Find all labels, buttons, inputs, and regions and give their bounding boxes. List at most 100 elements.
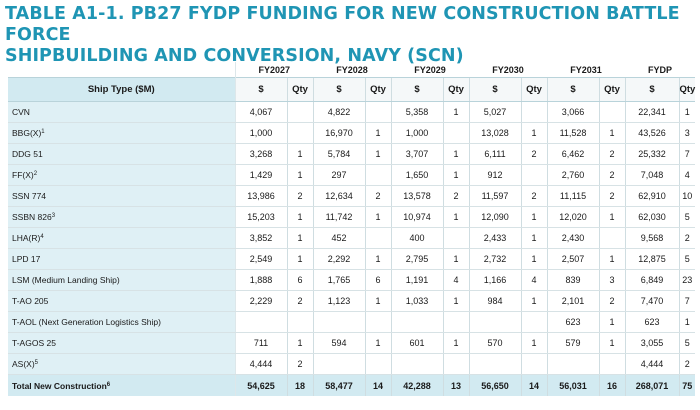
dollar-cell: 5,784	[312, 143, 365, 165]
qty-cell: 5	[678, 332, 696, 354]
qty-cell: 4	[442, 269, 469, 291]
dollar-cell: 623	[624, 311, 679, 333]
dollar-cell: 1,033	[390, 290, 443, 312]
dollar-cell: 1,888	[234, 269, 287, 291]
qty-cell: 1	[442, 332, 469, 354]
table-row: SSBN 8263 15,203 1 11,742 1 10,974 1 12,090 1 12,…	[8, 206, 696, 228]
dollar-cell: 5,358	[390, 101, 443, 123]
dollar-cell: 601	[390, 332, 443, 354]
dollar-cell: 2,795	[390, 248, 443, 270]
dollar-cell: 5,027	[468, 101, 521, 123]
table-row: LPD 17 2,549 1 2,292 1 2,795 1 2,732 1 2,507 1 12,8…	[8, 248, 696, 270]
dollar-cell: 11,742	[312, 206, 365, 228]
dollar-cell	[390, 311, 443, 333]
qty-cell: 18	[286, 374, 313, 396]
ship-type-cell: CVN	[8, 101, 236, 123]
qty-cell: 1	[286, 206, 313, 228]
qty-cell: 1	[364, 332, 391, 354]
dollar-cell: 400	[390, 227, 443, 249]
ship-name: LHA(R)	[12, 233, 41, 243]
qty-cell: 1	[442, 290, 469, 312]
qty-cell	[442, 227, 469, 249]
ship-name: BBG(X)	[12, 128, 42, 138]
dollar-cell: 15,203	[234, 206, 287, 228]
table-row: T-AGOS 25 711 1 594 1 601 1 570 1 579 1 3,055 5	[8, 332, 696, 354]
dollar-header: $	[234, 77, 287, 102]
dollar-cell	[468, 311, 521, 333]
qty-cell: 1	[286, 227, 313, 249]
qty-cell: 14	[520, 374, 547, 396]
dollar-cell	[468, 353, 521, 375]
qty-cell: 1	[678, 311, 696, 333]
year-header: FY2031	[570, 64, 602, 75]
qty-cell: 1	[364, 122, 391, 144]
dollar-cell: 268,071	[624, 374, 679, 396]
qty-cell	[364, 164, 391, 186]
dollar-cell: 3,055	[624, 332, 679, 354]
dollar-cell: 1,191	[390, 269, 443, 291]
qty-cell: 2	[678, 353, 696, 375]
dollar-cell: 54,625	[234, 374, 287, 396]
qty-cell: 2	[598, 164, 625, 186]
qty-cell: 1	[598, 311, 625, 333]
qty-cell: 1	[598, 248, 625, 270]
year-header: FY2028	[336, 64, 368, 75]
dollar-cell: 623	[546, 311, 599, 333]
dollar-cell: 6,111	[468, 143, 521, 165]
qty-cell	[442, 122, 469, 144]
ship-name: T-AOL (Next Generation Logistics Ship)	[12, 317, 161, 327]
table-row: DDG 51 3,268 1 5,784 1 3,707 1 6,111 2 6,462 2 25,3…	[8, 143, 696, 165]
qty-cell	[364, 227, 391, 249]
dollar-cell: 2,430	[546, 227, 599, 249]
dollar-cell: 56,650	[468, 374, 521, 396]
qty-cell: 2	[520, 185, 547, 207]
qty-cell: 2	[598, 143, 625, 165]
dollar-cell: 1,123	[312, 290, 365, 312]
ship-type-cell: T-AOL (Next Generation Logistics Ship)	[8, 311, 236, 333]
column-header-row: Ship Type ($M) $ Qty $ Qty $ Qty $ Qty $…	[8, 77, 695, 102]
qty-cell: 1	[520, 290, 547, 312]
dollar-cell: 6,849	[624, 269, 679, 291]
qty-cell: 1	[520, 227, 547, 249]
ship-name: T-AO 205	[12, 296, 49, 306]
ship-name: DDG 51	[12, 149, 43, 159]
dollar-cell: 12,875	[624, 248, 679, 270]
qty-cell: 1	[286, 332, 313, 354]
dollar-cell: 58,477	[312, 374, 365, 396]
dollar-cell: 62,910	[624, 185, 679, 207]
dollar-cell: 3,268	[234, 143, 287, 165]
funding-table: FY2027 FY2028 FY2029 FY2030 FY2031 FYDP …	[8, 62, 695, 396]
dollar-cell: 912	[468, 164, 521, 186]
table-row: T-AO 205 2,229 2 1,123 1 1,033 1 984 1 2,101 2 7,47…	[8, 290, 696, 312]
qty-cell: 75	[678, 374, 696, 396]
dollar-cell: 1,166	[468, 269, 521, 291]
dollar-cell: 43,526	[624, 122, 679, 144]
dollar-cell: 4,822	[312, 101, 365, 123]
ship-type-header: Ship Type ($M)	[8, 77, 236, 102]
dollar-cell: 22,341	[624, 101, 679, 123]
dollar-cell	[546, 353, 599, 375]
ship-name: LSM (Medium Landing Ship)	[12, 275, 120, 285]
year-header-row: FY2027 FY2028 FY2029 FY2030 FY2031 FYDP	[8, 62, 695, 78]
ship-name: AS(X)	[12, 359, 35, 369]
table-row: BBG(X)1 1,000 16,970 1 1,000 13,028 1 11,528 1 43…	[8, 122, 696, 144]
dollar-cell: 4,444	[624, 353, 679, 375]
dollar-header: $	[624, 77, 679, 102]
qty-header: Qty	[598, 77, 625, 102]
title-line-2: SHIPBUILDING AND CONVERSION, NAVY (SCN)	[5, 46, 464, 66]
dollar-cell: 711	[234, 332, 287, 354]
dollar-header: $	[546, 77, 599, 102]
dollar-cell: 62,030	[624, 206, 679, 228]
dollar-cell: 2,549	[234, 248, 287, 270]
qty-cell	[520, 101, 547, 123]
ship-name: T-AGOS 25	[12, 338, 56, 348]
dollar-cell: 2,101	[546, 290, 599, 312]
dollar-cell	[312, 353, 365, 375]
dollar-cell: 7,048	[624, 164, 679, 186]
dollar-header: $	[312, 77, 365, 102]
table-row: LSM (Medium Landing Ship) 1,888 6 1,765 6 1,1…	[8, 269, 696, 291]
qty-cell: 4	[520, 269, 547, 291]
ship-name: FF(X)	[12, 170, 34, 180]
qty-cell: 2	[442, 185, 469, 207]
qty-cell: 14	[364, 374, 391, 396]
